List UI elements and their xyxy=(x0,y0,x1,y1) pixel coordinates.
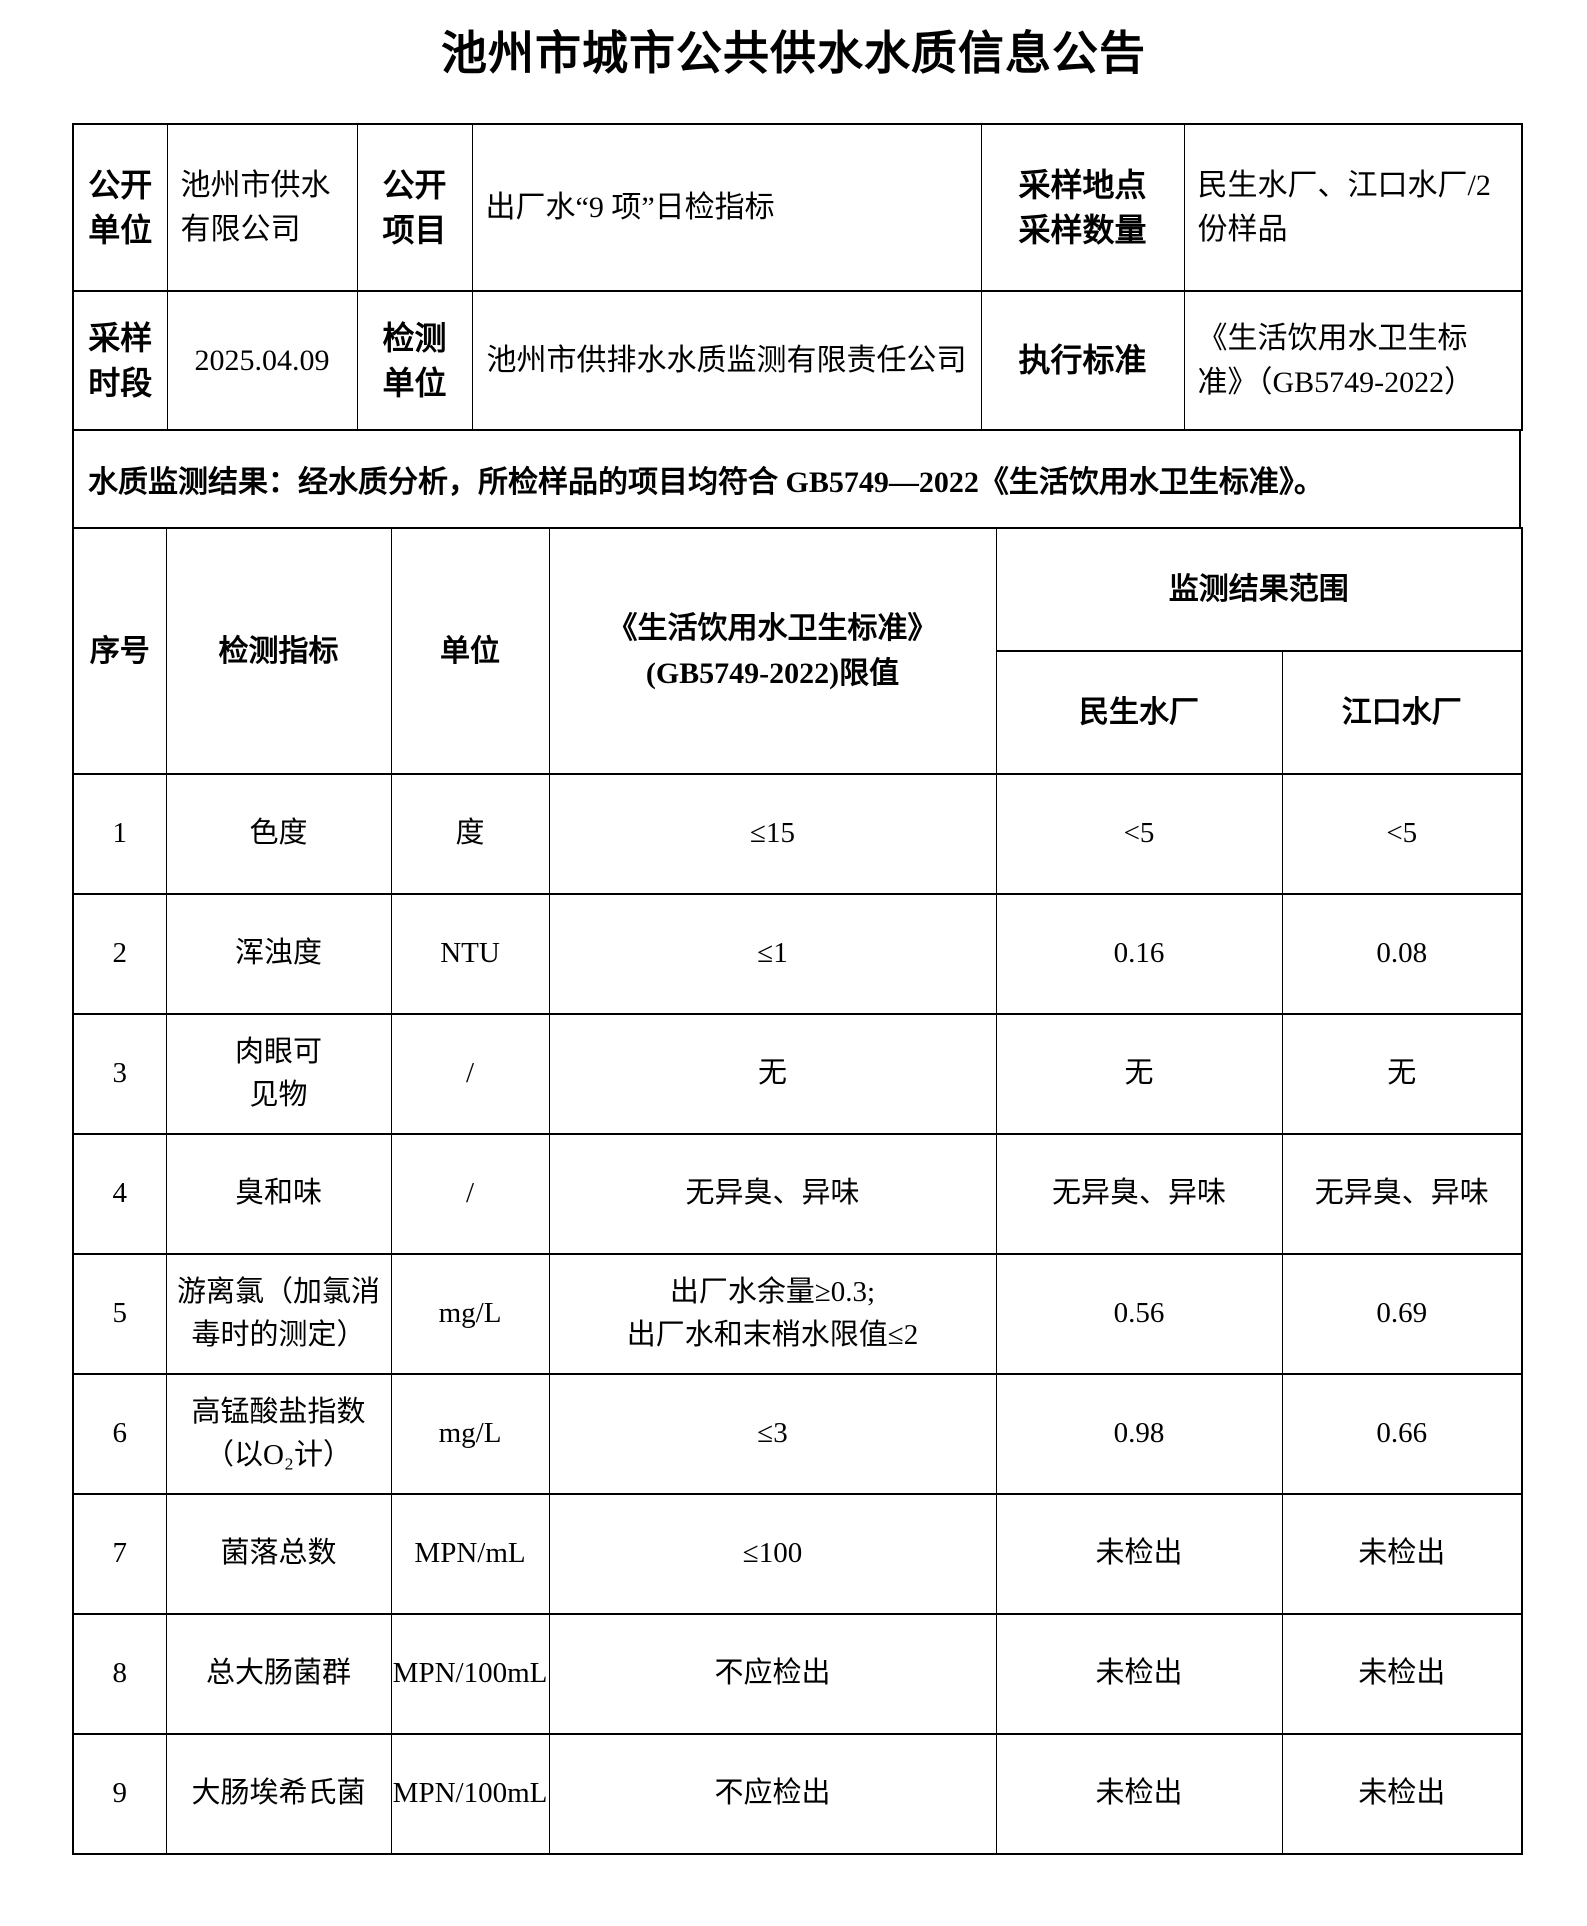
cell-plant1: 未检出 xyxy=(995,1493,1283,1615)
cell-indicator: 高锰酸盐指数 （以O₂计） xyxy=(165,1373,392,1495)
cell-no: 8 xyxy=(72,1613,167,1735)
table-row: 2 浑浊度 NTU ≤1 0.16 0.08 xyxy=(72,893,1523,1015)
table-row: 4 臭和味 / 无异臭、异味 无异臭、异味 无异臭、异味 xyxy=(72,1133,1523,1255)
header-limit: 《生活饮用水卫生标准》 (GB5749-2022)限值 xyxy=(548,527,997,775)
cell-plant1: 无异臭、异味 xyxy=(995,1133,1283,1255)
header-no: 序号 xyxy=(72,527,167,775)
cell-limit: ≤15 xyxy=(548,773,997,895)
cell-no: 6 xyxy=(72,1373,167,1495)
cell-no: 1 xyxy=(72,773,167,895)
standard-label: 执行标准 xyxy=(980,290,1185,431)
table-row: 6 高锰酸盐指数 （以O₂计） mg/L ≤3 0.98 0.66 xyxy=(72,1373,1523,1495)
cell-plant2: 0.66 xyxy=(1281,1373,1523,1495)
header-unit: 单位 xyxy=(390,527,550,775)
cell-limit: 出厂水余量≥0.3; 出厂水和末梢水限值≤2 xyxy=(548,1253,997,1375)
cell-limit: ≤1 xyxy=(548,893,997,1015)
cell-plant2: 0.08 xyxy=(1281,893,1523,1015)
content-area: 公开 单位 池州市供水 有限公司 公开 项目 出厂水“9 项”日检指标 采样地点… xyxy=(72,123,1523,1855)
cell-indicator: 色度 xyxy=(165,773,392,895)
cell-limit: ≤3 xyxy=(548,1373,997,1495)
cell-indicator: 游离氯（加氯消 毒时的测定） xyxy=(165,1253,392,1375)
cell-plant2: 未检出 xyxy=(1281,1493,1523,1615)
table-row: 9 大肠埃希氏菌 MPN/100mL 不应检出 未检出 未检出 xyxy=(72,1733,1523,1855)
period-value: 2025.04.09 xyxy=(166,290,358,431)
sampling-value: 民生水厂、江口水厂/2 份样品 xyxy=(1183,123,1523,292)
cell-unit: MPN/100mL xyxy=(390,1733,550,1855)
cell-limit: 不应检出 xyxy=(548,1613,997,1735)
cell-plant1: 0.98 xyxy=(995,1373,1283,1495)
cell-indicator: 臭和味 xyxy=(165,1133,392,1255)
cell-limit: 无异臭、异味 xyxy=(548,1133,997,1255)
cell-plant2: 未检出 xyxy=(1281,1613,1523,1735)
result-table: 序号 检测指标 单位 《生活饮用水卫生标准》 (GB5749-2022)限值 监… xyxy=(72,527,1523,1855)
table-row: 3 肉眼可 见物 / 无 无 无 xyxy=(72,1013,1523,1135)
cell-unit: mg/L xyxy=(390,1373,550,1495)
cell-plant2: <5 xyxy=(1281,773,1523,895)
cell-limit: 无 xyxy=(548,1013,997,1135)
cell-unit: mg/L xyxy=(390,1253,550,1375)
cell-indicator: 菌落总数 xyxy=(165,1493,392,1615)
period-label: 采样 时段 xyxy=(72,290,168,431)
cell-no: 2 xyxy=(72,893,167,1015)
cell-no: 7 xyxy=(72,1493,167,1615)
cell-unit: / xyxy=(390,1133,550,1255)
cell-unit: NTU xyxy=(390,893,550,1015)
cell-plant1: 未检出 xyxy=(995,1733,1283,1855)
cell-unit: MPN/mL xyxy=(390,1493,550,1615)
table-row: 5 游离氯（加氯消 毒时的测定） mg/L 出厂水余量≥0.3; 出厂水和末梢水… xyxy=(72,1253,1523,1375)
standard-value: 《生活饮用水卫生标 准》（GB5749-2022） xyxy=(1183,290,1523,431)
cell-plant2: 未检出 xyxy=(1281,1733,1523,1855)
cell-indicator: 大肠埃希氏菌 xyxy=(165,1733,392,1855)
public-item-value: 出厂水“9 项”日检指标 xyxy=(471,123,982,292)
cell-plant2: 无异臭、异味 xyxy=(1281,1133,1523,1255)
public-item-label: 公开 项目 xyxy=(356,123,473,292)
cell-no: 9 xyxy=(72,1733,167,1855)
header-plant-jiangkou: 江口水厂 xyxy=(1281,650,1523,775)
table-row: 8 总大肠菌群 MPN/100mL 不应检出 未检出 未检出 xyxy=(72,1613,1523,1735)
table-row: 7 菌落总数 MPN/mL ≤100 未检出 未检出 xyxy=(72,1493,1523,1615)
cell-unit: / xyxy=(390,1013,550,1135)
cell-no: 4 xyxy=(72,1133,167,1255)
cell-indicator: 总大肠菌群 xyxy=(165,1613,392,1735)
cell-plant1: 未检出 xyxy=(995,1613,1283,1735)
public-unit-label: 公开 单位 xyxy=(72,123,168,292)
test-unit-value: 池州市供排水水质监测有限责任公司 xyxy=(471,290,982,431)
test-unit-label: 检测 单位 xyxy=(356,290,473,431)
sampling-label: 采样地点 采样数量 xyxy=(980,123,1185,292)
info-table: 公开 单位 池州市供水 有限公司 公开 项目 出厂水“9 项”日检指标 采样地点… xyxy=(72,123,1523,431)
cell-plant1: 0.56 xyxy=(995,1253,1283,1375)
cell-limit: ≤100 xyxy=(548,1493,997,1615)
page-title: 池州市城市公共供水水质信息公告 xyxy=(441,28,1146,79)
cell-no: 5 xyxy=(72,1253,167,1375)
public-unit-value: 池州市供水 有限公司 xyxy=(166,123,358,292)
cell-plant1: 无 xyxy=(995,1013,1283,1135)
header-plant-minsheng: 民生水厂 xyxy=(995,650,1283,775)
table-row: 1 色度 度 ≤15 <5 <5 xyxy=(72,773,1523,895)
cell-unit: 度 xyxy=(390,773,550,895)
cell-limit: 不应检出 xyxy=(548,1733,997,1855)
header-result-range: 监测结果范围 xyxy=(995,527,1523,652)
cell-indicator: 肉眼可 见物 xyxy=(165,1013,392,1135)
cell-plant2: 0.69 xyxy=(1281,1253,1523,1375)
monitoring-result-statement: 水质监测结果：经水质分析，所检样品的项目均符合 GB5749—2022《生活饮用… xyxy=(72,431,1521,527)
cell-no: 3 xyxy=(72,1013,167,1135)
cell-plant1: <5 xyxy=(995,773,1283,895)
cell-plant1: 0.16 xyxy=(995,893,1283,1015)
cell-unit: MPN/100mL xyxy=(390,1613,550,1735)
cell-plant2: 无 xyxy=(1281,1013,1523,1135)
header-indicator: 检测指标 xyxy=(165,527,392,775)
cell-indicator: 浑浊度 xyxy=(165,893,392,1015)
